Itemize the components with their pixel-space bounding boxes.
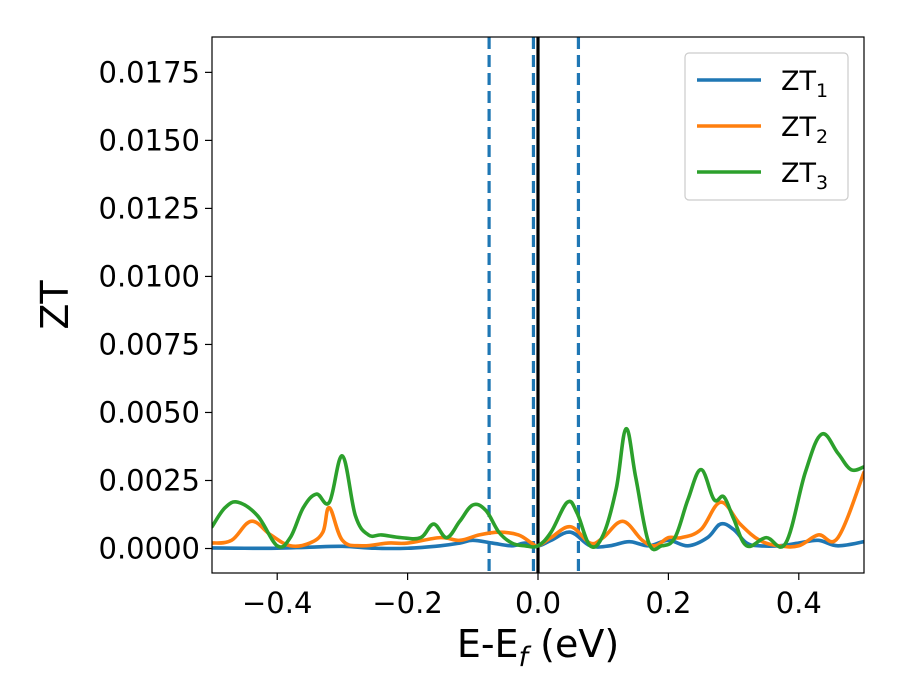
y-tick-label: 0.0125 [99, 191, 200, 225]
y-tick-label: 0.0025 [99, 463, 200, 497]
legend-label-zt1: ZT1 [781, 66, 828, 102]
x-axis-label: E-Ef (eV) [457, 622, 619, 673]
x-tick-label: 0.0 [515, 586, 561, 620]
legend-box [684, 52, 849, 201]
series-line-zt3 [212, 426, 864, 552]
series-line-zt1 [212, 521, 864, 551]
y-tick-label: 0.0000 [99, 532, 200, 566]
y-tick-label: 0.0050 [99, 395, 200, 429]
x-axis-label-main: E-E [457, 622, 519, 666]
series-lines [212, 426, 864, 552]
reference-lines [487, 37, 581, 573]
x-tick-label: −0.2 [372, 586, 442, 620]
y-tick-label: 0.0075 [99, 327, 200, 361]
y-tick-label: 0.0175 [99, 55, 200, 89]
x-tick-label: −0.4 [242, 586, 312, 620]
x-tick-label: 0.4 [776, 586, 822, 620]
ticks: −0.4 −0.2 0.0 0.2 0.4 0.0000 0.0025 0.0050 0.007… [99, 55, 822, 620]
y-axis-label: ZT [33, 280, 77, 330]
legend-label-zt2: ZT2 [781, 112, 828, 148]
legend-label-zt3: ZT3 [781, 158, 828, 194]
legend: ZT1 ZT2 ZT3 [684, 52, 849, 201]
y-tick-label: 0.0150 [99, 123, 200, 157]
x-axis-label-unit: (eV) [528, 622, 619, 666]
x-tick-label: 0.2 [645, 586, 691, 620]
y-tick-label: 0.0100 [99, 259, 200, 293]
